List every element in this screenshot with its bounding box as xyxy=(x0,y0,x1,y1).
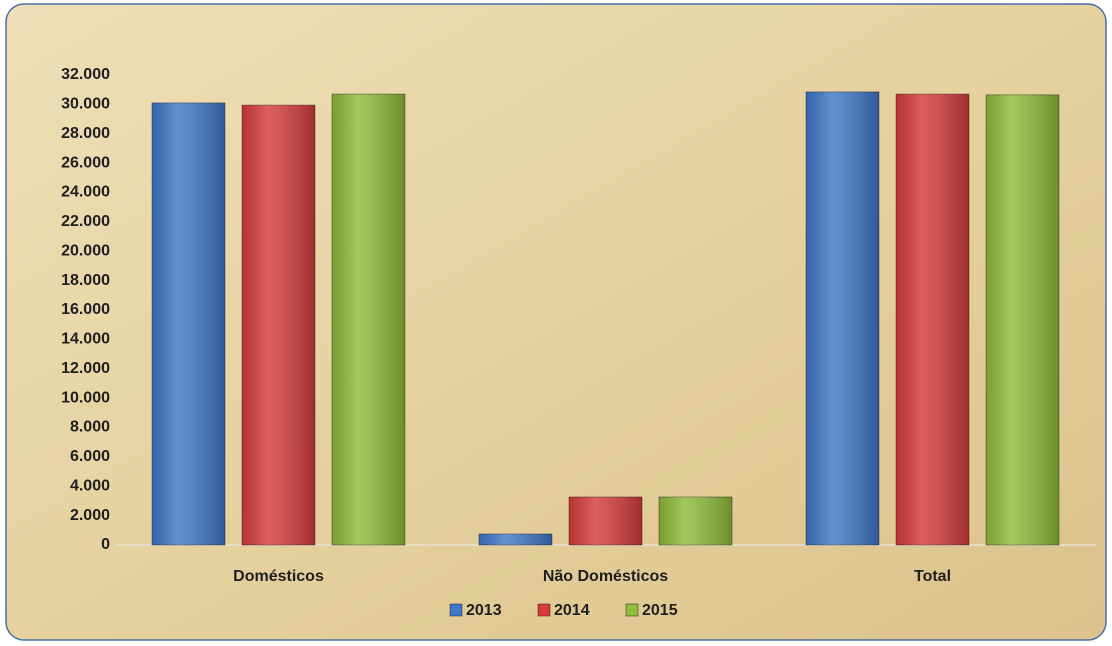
y-tick-label: 28.000 xyxy=(61,125,110,142)
y-tick-label: 4.000 xyxy=(70,477,110,494)
legend-label: 2014 xyxy=(554,602,590,619)
y-tick-label: 16.000 xyxy=(61,301,110,318)
x-tick-label: Domésticos xyxy=(233,568,324,585)
bar xyxy=(331,93,406,546)
bar xyxy=(658,496,733,546)
legend-label: 2013 xyxy=(466,602,502,619)
y-tick-label: 22.000 xyxy=(61,213,110,230)
y-tick-label: 8.000 xyxy=(70,419,110,436)
x-tick-label: Total xyxy=(914,568,951,585)
bar xyxy=(985,94,1060,546)
y-tick-label: 14.000 xyxy=(61,331,110,348)
y-tick-label: 20.000 xyxy=(61,242,110,259)
bar xyxy=(568,496,643,546)
y-tick-label: 0 xyxy=(101,536,110,553)
y-tick-label: 30.000 xyxy=(61,96,110,113)
y-tick-label: 32.000 xyxy=(61,66,110,83)
bar xyxy=(478,533,553,546)
y-tick-label: 10.000 xyxy=(61,389,110,406)
legend-swatch xyxy=(537,603,551,617)
y-tick-label: 18.000 xyxy=(61,272,110,289)
legend-swatch xyxy=(625,603,639,617)
y-tick-label: 26.000 xyxy=(61,154,110,171)
y-tick-label: 2.000 xyxy=(70,507,110,524)
bar xyxy=(151,102,226,546)
x-tick-label: Não Domésticos xyxy=(543,568,668,585)
bar xyxy=(805,91,880,546)
y-tick-label: 12.000 xyxy=(61,360,110,377)
y-tick-label: 24.000 xyxy=(61,184,110,201)
legend-label: 2015 xyxy=(642,602,678,619)
legend-swatch xyxy=(449,603,463,617)
y-tick-label: 6.000 xyxy=(70,448,110,465)
bar xyxy=(895,93,970,546)
bar xyxy=(241,104,316,546)
